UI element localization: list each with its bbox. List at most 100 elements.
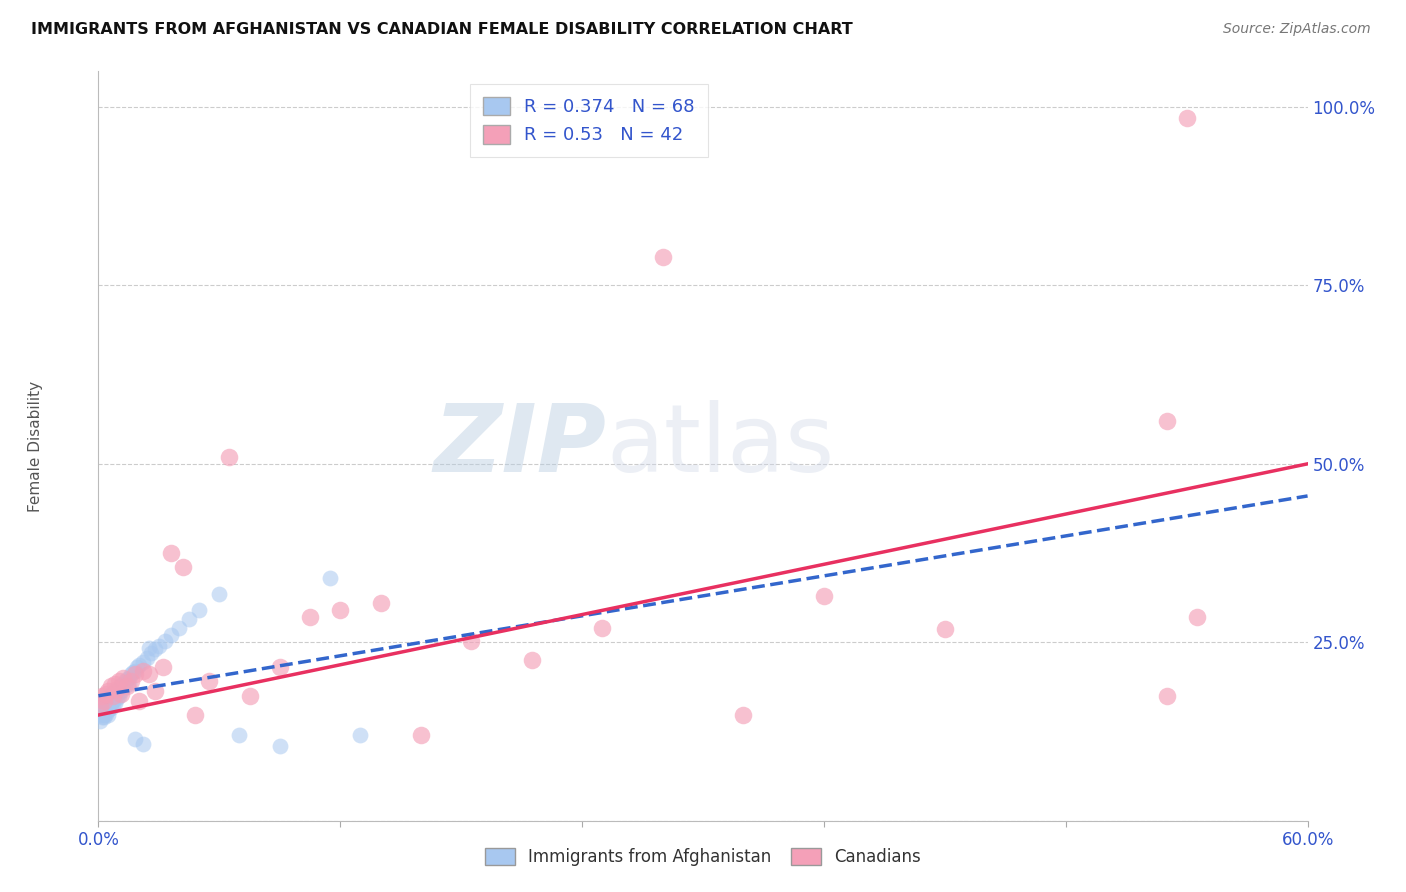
Point — [132, 664, 155, 678]
Point — [813, 589, 835, 603]
Point — [120, 667, 142, 681]
Point — [188, 603, 211, 617]
Point — [93, 710, 115, 724]
Point — [107, 674, 129, 689]
Point — [132, 655, 155, 669]
Point — [172, 560, 194, 574]
Point — [93, 708, 115, 723]
Point — [93, 694, 115, 708]
Point — [329, 603, 352, 617]
Point — [101, 698, 124, 712]
Point — [89, 699, 111, 714]
Text: IMMIGRANTS FROM AFGHANISTAN VS CANADIAN FEMALE DISABILITY CORRELATION CHART: IMMIGRANTS FROM AFGHANISTAN VS CANADIAN … — [31, 22, 852, 37]
Point — [218, 450, 240, 464]
Point — [110, 687, 132, 701]
Point — [107, 685, 129, 699]
Point — [138, 667, 160, 681]
Point — [115, 673, 138, 687]
Point — [93, 694, 115, 708]
Point — [96, 706, 118, 721]
Point — [115, 680, 138, 694]
Point — [135, 651, 157, 665]
Point — [124, 667, 146, 681]
Point — [118, 671, 141, 685]
Point — [101, 689, 124, 703]
Point — [103, 683, 125, 698]
Point — [105, 681, 128, 696]
Point — [179, 612, 201, 626]
Point — [139, 646, 162, 660]
Point — [148, 639, 170, 653]
Point — [100, 696, 122, 710]
Point — [107, 681, 129, 696]
Point — [97, 703, 120, 717]
Point — [198, 674, 221, 689]
Point — [269, 739, 291, 753]
Point — [91, 701, 114, 715]
Point — [105, 687, 128, 701]
Point — [97, 692, 120, 706]
Point — [93, 699, 115, 714]
Point — [100, 690, 122, 705]
Point — [111, 676, 134, 690]
Point — [121, 665, 143, 680]
Point — [96, 696, 118, 710]
Point — [591, 621, 613, 635]
Point — [118, 676, 141, 690]
Point — [152, 660, 174, 674]
Point — [96, 701, 118, 715]
Point — [103, 687, 125, 701]
Legend: R = 0.374   N = 68, R = 0.53   N = 42: R = 0.374 N = 68, R = 0.53 N = 42 — [470, 84, 707, 157]
Point — [153, 633, 176, 648]
Point — [132, 737, 155, 751]
Point — [934, 623, 956, 637]
Point — [143, 642, 166, 657]
Point — [1175, 111, 1198, 125]
Legend: Immigrants from Afghanistan, Canadians: Immigrants from Afghanistan, Canadians — [477, 840, 929, 875]
Point — [349, 728, 371, 742]
Point — [184, 708, 207, 723]
Point — [110, 678, 132, 692]
Point — [103, 676, 125, 690]
Point — [100, 701, 122, 715]
Point — [370, 596, 392, 610]
Text: ZIP: ZIP — [433, 400, 606, 492]
Point — [97, 708, 120, 723]
Point — [100, 680, 122, 694]
Point — [93, 703, 115, 717]
Point — [125, 660, 148, 674]
Y-axis label: Female Disability: Female Disability — [28, 380, 42, 512]
Point — [460, 633, 482, 648]
Point — [319, 571, 342, 585]
Point — [100, 687, 122, 701]
Point — [103, 696, 125, 710]
Point — [128, 658, 150, 673]
Point — [97, 699, 120, 714]
Point — [160, 628, 183, 642]
Point — [160, 546, 183, 560]
Point — [124, 664, 146, 678]
Point — [138, 640, 160, 655]
Point — [269, 660, 291, 674]
Point — [1156, 414, 1178, 428]
Point — [733, 708, 755, 723]
Point — [239, 689, 262, 703]
Point — [143, 683, 166, 698]
Point — [1185, 610, 1208, 624]
Point — [299, 610, 322, 624]
Point — [114, 674, 136, 689]
Text: Source: ZipAtlas.com: Source: ZipAtlas.com — [1223, 22, 1371, 37]
Point — [1156, 689, 1178, 703]
Point — [409, 728, 432, 742]
Point — [520, 653, 543, 667]
Point — [114, 680, 136, 694]
Point — [89, 703, 111, 717]
Point — [89, 708, 111, 723]
Point — [120, 674, 142, 689]
Point — [228, 728, 250, 742]
Point — [97, 683, 120, 698]
Point — [111, 671, 134, 685]
Point — [105, 690, 128, 705]
Text: atlas: atlas — [606, 400, 835, 492]
Point — [96, 687, 118, 701]
